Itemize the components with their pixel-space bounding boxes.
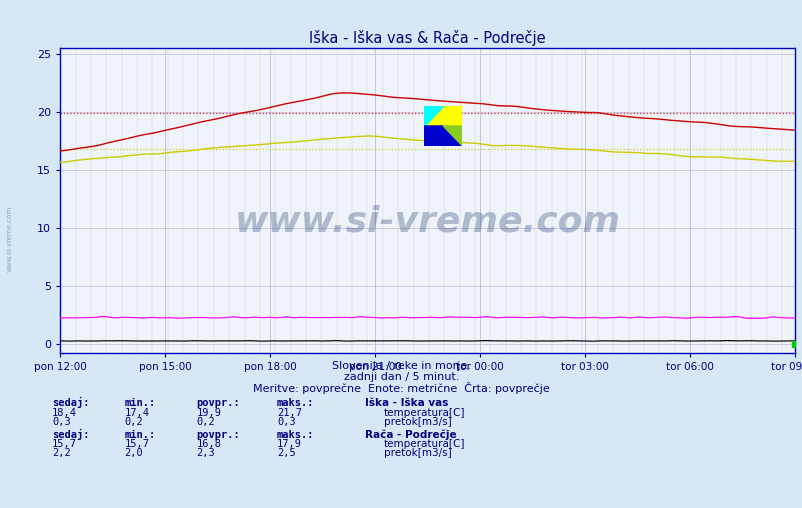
Text: 2,5: 2,5 <box>277 448 295 458</box>
Text: sedaj:: sedaj: <box>52 429 90 440</box>
Text: povpr.:: povpr.: <box>196 398 240 408</box>
Text: Meritve: povprečne  Enote: metrične  Črta: povprečje: Meritve: povprečne Enote: metrične Črta:… <box>253 382 549 394</box>
Title: Iška - Iška vas & Rača - Podrečje: Iška - Iška vas & Rača - Podrečje <box>309 29 545 46</box>
Text: maks.:: maks.: <box>277 398 314 408</box>
Text: 0,2: 0,2 <box>124 417 143 427</box>
Text: 15,7: 15,7 <box>52 439 77 449</box>
Text: min.:: min.: <box>124 398 156 408</box>
Text: www.si-vreme.com: www.si-vreme.com <box>6 206 13 272</box>
Text: 18,4: 18,4 <box>52 407 77 418</box>
Text: temperatura[C]: temperatura[C] <box>383 407 464 418</box>
Polygon shape <box>423 106 462 146</box>
Text: 2,3: 2,3 <box>196 448 215 458</box>
Text: 17,4: 17,4 <box>124 407 149 418</box>
Polygon shape <box>423 126 462 146</box>
Text: zadnji dan / 5 minut.: zadnji dan / 5 minut. <box>343 372 459 383</box>
Text: pretok[m3/s]: pretok[m3/s] <box>383 448 451 458</box>
Text: 17,9: 17,9 <box>277 439 302 449</box>
Text: www.si-vreme.com: www.si-vreme.com <box>234 205 620 239</box>
Polygon shape <box>423 106 443 126</box>
Text: temperatura[C]: temperatura[C] <box>383 439 464 449</box>
Text: 15,7: 15,7 <box>124 439 149 449</box>
Text: Slovenija / reke in morje.: Slovenija / reke in morje. <box>332 361 470 371</box>
Text: 19,9: 19,9 <box>196 407 221 418</box>
Text: maks.:: maks.: <box>277 430 314 440</box>
Text: 2,0: 2,0 <box>124 448 143 458</box>
Text: Iška - Iška vas: Iška - Iška vas <box>365 398 448 408</box>
Text: 0,3: 0,3 <box>277 417 295 427</box>
Text: 2,2: 2,2 <box>52 448 71 458</box>
Text: Rača - Podrečje: Rača - Podrečje <box>365 429 456 440</box>
Polygon shape <box>443 126 462 146</box>
Text: 16,8: 16,8 <box>196 439 221 449</box>
Text: povpr.:: povpr.: <box>196 430 240 440</box>
Text: 21,7: 21,7 <box>277 407 302 418</box>
Text: pretok[m3/s]: pretok[m3/s] <box>383 417 451 427</box>
Text: min.:: min.: <box>124 430 156 440</box>
Text: 0,2: 0,2 <box>196 417 215 427</box>
Text: sedaj:: sedaj: <box>52 397 90 408</box>
Text: 0,3: 0,3 <box>52 417 71 427</box>
